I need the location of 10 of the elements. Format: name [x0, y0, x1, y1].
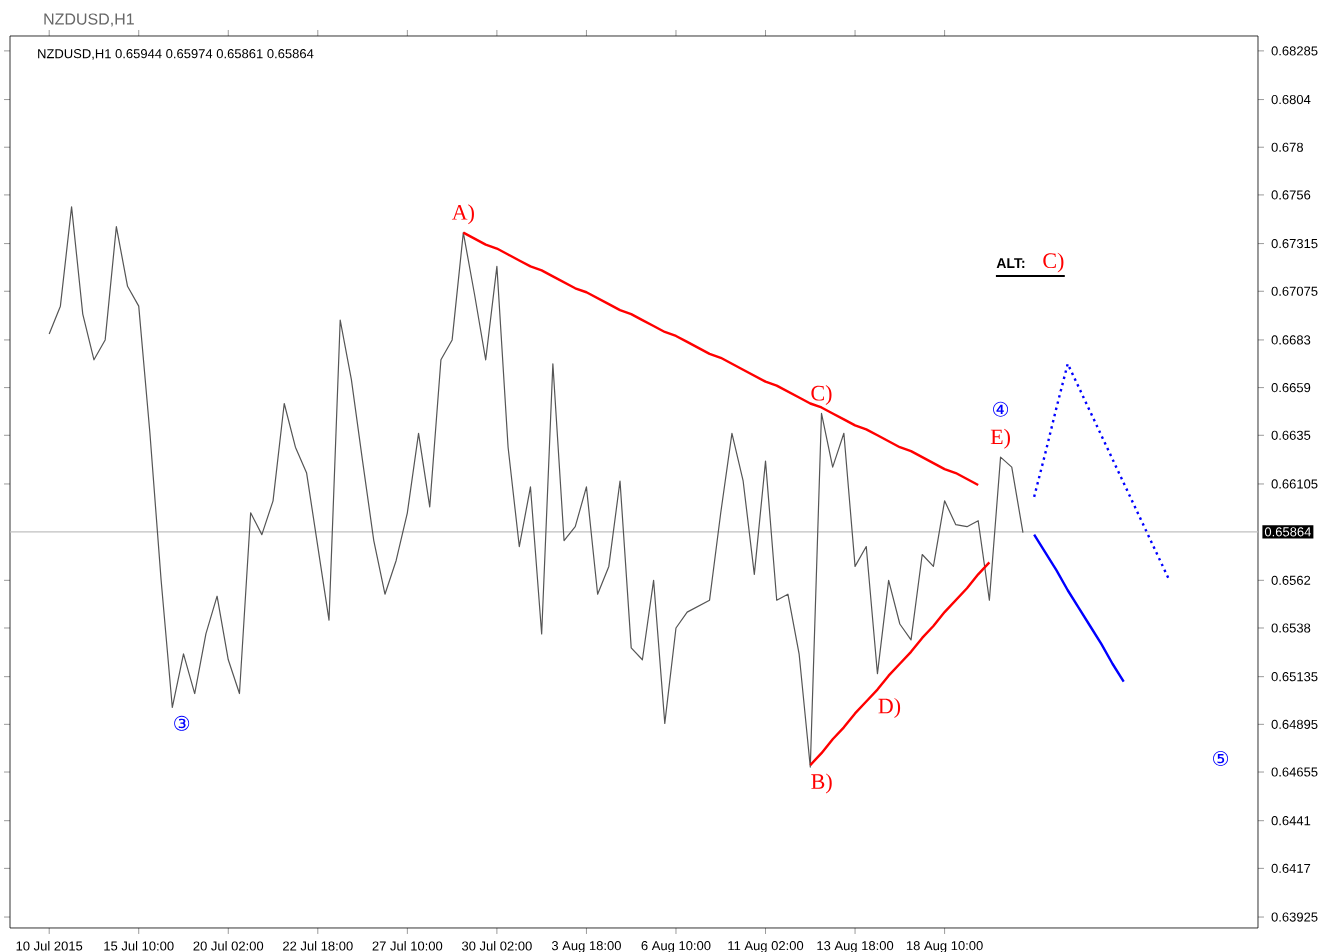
- chart-title: NZDUSD,H1: [44, 13, 134, 27]
- annotation: A): [451, 204, 474, 225]
- annotation: C): [811, 385, 832, 406]
- annotation: D): [878, 698, 901, 718]
- annotation: B): [811, 773, 832, 794]
- annotation: ④: [993, 401, 1009, 417]
- annotation: C): [1043, 252, 1064, 273]
- annotation: ③: [174, 715, 190, 731]
- annotation: E): [990, 428, 1010, 449]
- text: ⑤: [1213, 751, 1229, 766]
